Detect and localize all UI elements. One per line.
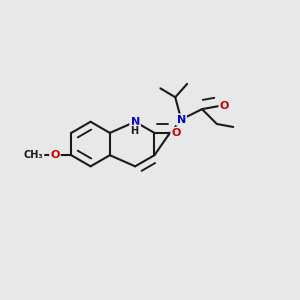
Text: O: O xyxy=(172,128,181,138)
Text: H: H xyxy=(130,126,139,136)
Text: O: O xyxy=(220,101,229,111)
Text: O: O xyxy=(50,150,60,160)
Text: N: N xyxy=(130,117,140,127)
Text: CH₃: CH₃ xyxy=(24,150,43,160)
Text: N: N xyxy=(177,115,186,124)
